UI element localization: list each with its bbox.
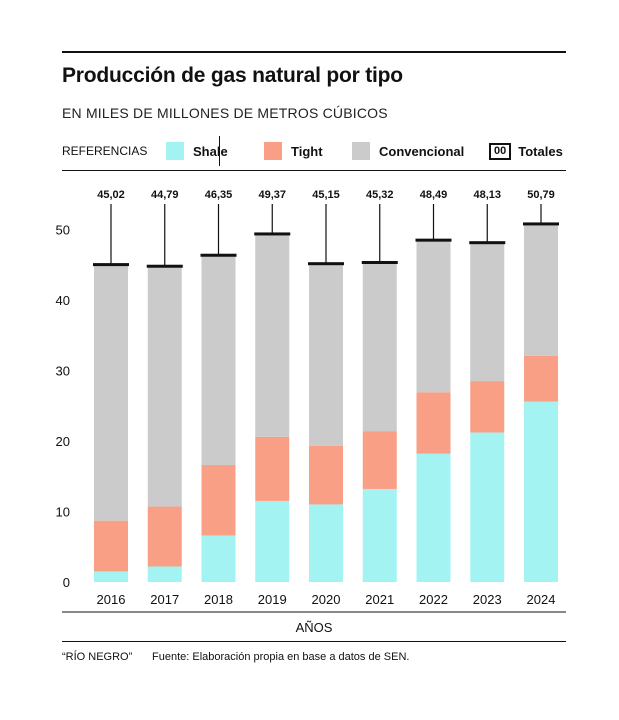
x-tick-label: 2022 — [419, 592, 448, 607]
total-label: 45,02 — [97, 189, 125, 201]
bar-segment-tight — [416, 392, 451, 454]
total-marker — [308, 262, 344, 266]
bar-segment-convencional — [524, 223, 558, 356]
legend-swatch-convencional — [352, 142, 370, 160]
total-label: 46,35 — [205, 189, 233, 201]
source-text: Fuente: Elaboración propia en base a dat… — [152, 651, 410, 663]
bar-segment-convencional — [309, 263, 343, 446]
bar-segment-convencional — [94, 264, 128, 521]
bar-segment-tight — [524, 355, 558, 402]
bar-segment-shale — [470, 432, 505, 582]
bar-segment-shale — [309, 504, 343, 582]
legend-rule — [62, 170, 566, 171]
legend-item-totales: 00 Totales — [489, 142, 563, 160]
total-label: 44,79 — [151, 189, 179, 201]
x-tick-label: 2019 — [258, 592, 287, 607]
y-tick-label: 40 — [56, 293, 70, 308]
total-marker — [93, 263, 129, 267]
bar-segment-shale — [147, 566, 182, 582]
total-marker — [415, 238, 452, 242]
x-tick-label: 2016 — [97, 592, 126, 607]
legend-item-shale: Shale — [166, 142, 228, 160]
bar-segment-tight — [309, 445, 343, 505]
legend: REFERENCIAS Shale Tight Convencional 00 … — [62, 136, 566, 166]
legend-swatch-shale — [166, 142, 184, 160]
total-marker — [469, 241, 506, 245]
bar-segment-tight — [362, 431, 397, 489]
total-label: 45,15 — [312, 189, 340, 201]
bar-segment-shale — [94, 571, 128, 582]
legend-totals-box: 00 — [489, 142, 512, 160]
total-label: 48,49 — [420, 189, 448, 201]
bar-segment-convencional — [470, 242, 505, 382]
total-marker — [200, 253, 237, 257]
legend-text-shale: Shale — [193, 143, 228, 159]
total-marker — [254, 232, 291, 236]
y-tick-label: 10 — [56, 505, 70, 520]
x-tick-label: 2017 — [150, 592, 179, 607]
y-tick-label: 0 — [63, 575, 70, 590]
bar-segment-convencional — [416, 240, 451, 393]
bar-segment-shale — [362, 488, 397, 582]
source-name: “RÍO NEGRO” — [62, 651, 133, 663]
total-marker — [523, 222, 559, 226]
x-tick-label: 2024 — [527, 592, 556, 607]
chart-title: Producción de gas natural por tipo — [62, 64, 403, 87]
top-rule — [62, 51, 566, 53]
bar-segment-tight — [201, 464, 236, 536]
bar-segment-tight — [255, 436, 290, 501]
total-label: 50,79 — [527, 189, 555, 201]
total-label: 49,37 — [258, 189, 286, 201]
x-tick-label: 2020 — [312, 592, 341, 607]
footer-rule — [62, 641, 566, 642]
y-tick-label: 30 — [56, 364, 70, 379]
bar-segment-convencional — [147, 266, 182, 507]
legend-separator — [219, 136, 220, 166]
legend-text-totales: Totales — [518, 143, 563, 159]
x-axis-title: AÑOS — [296, 620, 333, 635]
legend-text-convencional: Convencional — [379, 143, 465, 159]
legend-swatch-tight — [264, 142, 282, 160]
x-tick-label: 2018 — [204, 592, 233, 607]
x-tick-label: 2021 — [365, 592, 394, 607]
legend-label: REFERENCIAS — [62, 144, 148, 158]
legend-item-tight: Tight — [264, 142, 323, 160]
bar-segment-tight — [470, 381, 505, 433]
total-label: 48,13 — [473, 189, 501, 201]
bar-segment-shale — [255, 500, 290, 582]
legend-item-convencional: Convencional — [352, 142, 464, 160]
bar-segment-shale — [201, 535, 236, 582]
bar-segment-convencional — [201, 255, 236, 465]
bar-segment-convencional — [362, 262, 397, 432]
bar-segment-shale — [416, 453, 451, 582]
bar-segment-tight — [147, 506, 182, 567]
y-tick-label: 50 — [56, 223, 70, 238]
bar-segment-convencional — [255, 233, 290, 437]
legend-text-tight: Tight — [291, 143, 323, 159]
bar-segment-shale — [524, 401, 558, 582]
bar-segment-tight — [94, 520, 128, 572]
total-label: 45,32 — [366, 189, 394, 201]
x-tick-label: 2023 — [473, 592, 502, 607]
chart-subtitle: EN MILES DE MILLONES DE METROS CÚBICOS — [62, 105, 388, 121]
total-marker — [361, 260, 398, 264]
total-marker — [146, 264, 183, 268]
y-tick-label: 20 — [56, 434, 70, 449]
